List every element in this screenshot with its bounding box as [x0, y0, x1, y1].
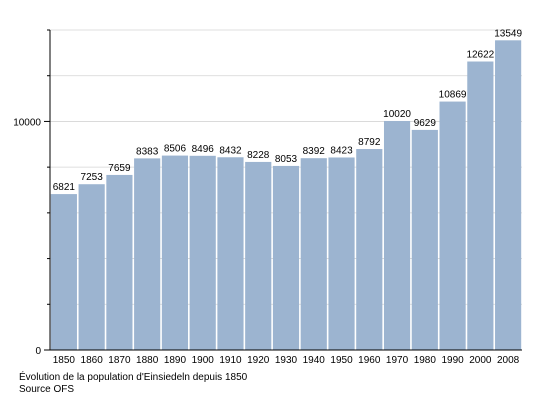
- x-tick-label: 1900: [192, 355, 215, 366]
- bar-1950: [328, 157, 355, 350]
- x-tick-label: 1850: [53, 355, 76, 366]
- bar-1960: [356, 149, 383, 350]
- x-tick-labels: 1850 1860 1870 1880 1890 1900 1910 1920 1930 1940…: [53, 355, 520, 366]
- bar-1990: [439, 101, 466, 351]
- data-labels: 6821 7253 7659 8383 8506 8496 8432 8228 8053 8392…: [53, 28, 523, 193]
- x-tick-label: 1930: [275, 355, 298, 366]
- bar-1920: [245, 161, 272, 350]
- data-label: 7253: [81, 172, 104, 183]
- bar-1940: [300, 158, 327, 350]
- data-label: 8432: [219, 145, 242, 156]
- data-label: 8496: [192, 144, 215, 155]
- data-label: 10869: [439, 90, 467, 101]
- bar-1980: [411, 129, 438, 350]
- x-tick-label: 1980: [414, 355, 437, 366]
- data-label: 10020: [383, 109, 411, 120]
- bar-1970: [383, 120, 411, 350]
- axes: [44, 29, 522, 351]
- bar-1900: [189, 155, 216, 350]
- data-label: 13549: [494, 28, 522, 39]
- y-tick-labels: 0 10000: [13, 117, 41, 357]
- x-tick-label: 1960: [358, 355, 381, 366]
- data-label: 8506: [164, 144, 187, 155]
- bar-2000: [467, 61, 494, 351]
- chart-source: Source OFS: [19, 384, 75, 395]
- data-label: 8792: [358, 137, 381, 148]
- x-tick-label: 2000: [469, 355, 492, 366]
- data-label: 9629: [414, 118, 437, 129]
- x-tick-label: 1860: [81, 355, 104, 366]
- y-tick-label: 10000: [13, 117, 41, 128]
- x-tick-label: 1870: [108, 355, 131, 366]
- data-label: 8423: [330, 145, 353, 156]
- bar-1870: [106, 174, 133, 350]
- bar-1910: [217, 157, 244, 350]
- x-tick-label: 1880: [136, 355, 159, 366]
- data-label: 6821: [53, 182, 76, 193]
- bar-2008: [495, 40, 522, 351]
- x-tick-label: 1950: [330, 355, 353, 366]
- data-label: 7659: [108, 163, 131, 174]
- bar-1860: [78, 184, 105, 350]
- x-tick-label: 1910: [219, 355, 242, 366]
- chart-caption: Évolution de la population d'Einsiedeln …: [19, 372, 248, 383]
- y-tick-label: 0: [35, 346, 41, 357]
- bars: [50, 40, 522, 351]
- x-tick-label: 1920: [247, 355, 270, 366]
- bar-1890: [161, 155, 189, 350]
- x-tick-label: 1890: [164, 355, 187, 366]
- data-label: 8383: [136, 146, 159, 157]
- data-label: 8053: [275, 154, 298, 165]
- data-label: 12622: [466, 49, 494, 60]
- bar-1930: [272, 165, 300, 350]
- data-label: 8392: [303, 146, 326, 157]
- bar-1850: [50, 194, 77, 350]
- x-tick-label: 1990: [441, 355, 464, 366]
- x-tick-label: 2008: [497, 355, 520, 366]
- bar-1880: [134, 158, 161, 350]
- data-label: 8228: [247, 150, 270, 161]
- x-tick-label: 1940: [303, 355, 326, 366]
- x-tick-label: 1970: [386, 355, 409, 366]
